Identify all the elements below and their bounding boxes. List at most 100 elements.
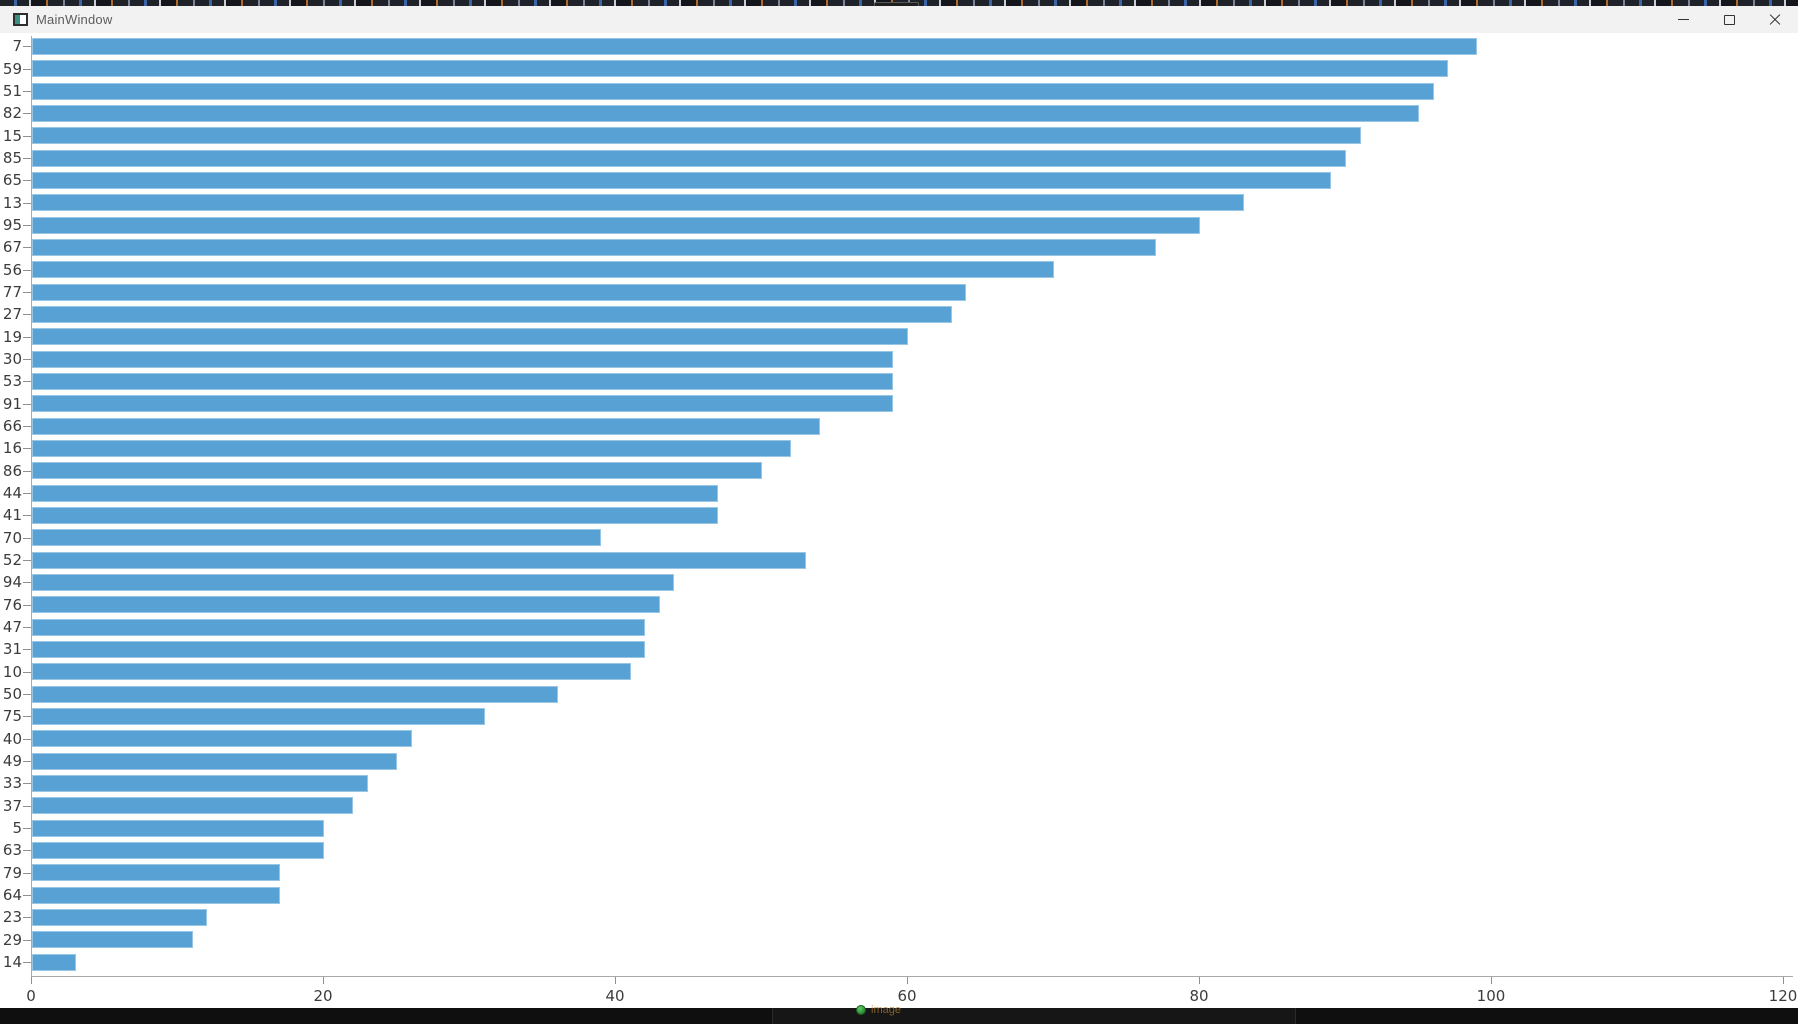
y-tick [23, 381, 31, 383]
minimize-icon [1677, 19, 1689, 20]
bar [32, 395, 894, 413]
x-axis-line [31, 976, 1793, 977]
y-tick [23, 269, 31, 271]
bar [32, 797, 354, 815]
x-tick-label: 120 [1768, 987, 1798, 1005]
y-tick-label: 16 [2, 439, 22, 458]
y-tick [23, 515, 31, 517]
y-tick [23, 761, 31, 762]
y-tick [23, 448, 31, 450]
bar [32, 239, 1157, 256]
y-tick [23, 493, 31, 494]
bar [32, 172, 1332, 189]
bar [32, 60, 1449, 78]
y-tick [23, 895, 31, 896]
bar [32, 328, 908, 346]
bar [32, 149, 1346, 167]
y-tick-label: 64 [2, 886, 22, 904]
bar [32, 194, 1244, 212]
y-tick [23, 850, 31, 852]
y-tick [23, 872, 31, 874]
y-tick-label: 44 [2, 484, 22, 502]
y-tick-label: 19 [2, 327, 22, 346]
bar [32, 507, 719, 524]
titlebar: MainWindow [0, 6, 1798, 33]
y-tick-label: 63 [2, 841, 22, 860]
bar [32, 261, 1054, 279]
y-tick-label: 15 [2, 126, 22, 145]
x-tick [1491, 977, 1492, 984]
y-tick [23, 292, 31, 293]
y-tick-label: 53 [2, 372, 22, 391]
y-tick-label: 33 [2, 774, 22, 793]
bar [32, 373, 894, 390]
window-controls [1660, 6, 1798, 33]
background-window-bottom-sliver [0, 1008, 1798, 1024]
bar [32, 306, 952, 323]
y-tick-label: 82 [2, 104, 22, 123]
y-tick-label: 29 [2, 930, 22, 949]
status-overlay: image [856, 1004, 901, 1016]
y-tick [23, 694, 31, 695]
y-tick-label: 75 [2, 707, 22, 726]
y-tick [23, 671, 31, 673]
y-tick-label: 94 [2, 573, 22, 592]
y-tick-label: 7 [12, 37, 22, 56]
y-tick [23, 917, 31, 919]
x-tick-label: 80 [1189, 987, 1209, 1005]
y-tick [23, 426, 31, 427]
y-tick [23, 560, 31, 561]
bar [32, 909, 208, 926]
bar [32, 127, 1361, 145]
close-icon [1769, 14, 1781, 26]
x-tick [1783, 977, 1784, 984]
y-tick [23, 180, 31, 182]
window-title: MainWindow [36, 12, 113, 27]
y-tick-label: 47 [2, 618, 22, 636]
y-tick [23, 113, 31, 115]
x-tick [615, 977, 616, 984]
y-tick [23, 225, 31, 226]
bar [32, 105, 1419, 122]
y-tick-label: 31 [2, 640, 22, 659]
y-tick-label: 13 [2, 193, 22, 212]
maximize-icon [1723, 14, 1735, 25]
x-tick [1199, 977, 1200, 984]
bar [32, 842, 324, 859]
close-button[interactable] [1752, 6, 1798, 33]
y-tick-label: 56 [2, 260, 22, 279]
y-tick-label: 23 [2, 908, 22, 927]
y-tick [23, 783, 31, 785]
y-tick-label: 5 [12, 819, 22, 837]
bar [32, 283, 967, 301]
x-tick [31, 977, 32, 984]
y-tick-label: 40 [2, 729, 22, 748]
x-tick-label: 0 [26, 987, 36, 1005]
y-tick [23, 359, 31, 360]
y-tick [23, 537, 31, 539]
y-tick-label: 30 [2, 350, 22, 368]
y-tick [23, 68, 31, 70]
bar [32, 574, 675, 591]
status-overlay-label: image [871, 1004, 901, 1016]
y-tick [23, 649, 31, 651]
x-tick-label: 60 [897, 987, 917, 1005]
bar [32, 82, 1434, 100]
y-tick [23, 939, 31, 941]
maximize-button[interactable] [1706, 6, 1752, 33]
y-tick-label: 41 [2, 506, 22, 525]
bar [32, 663, 631, 681]
y-tick [23, 247, 31, 249]
y-tick-label: 65 [2, 171, 22, 190]
y-tick-label: 85 [2, 149, 22, 167]
y-tick-label: 86 [2, 461, 22, 480]
y-tick-label: 79 [2, 863, 22, 882]
bar [32, 641, 646, 658]
y-tick-label: 50 [2, 685, 22, 703]
bar [32, 953, 76, 971]
bar [32, 440, 792, 457]
bar [32, 864, 281, 882]
y-tick [23, 805, 31, 807]
bottom-sliver-segment [772, 1008, 1296, 1024]
minimize-button[interactable] [1660, 6, 1706, 33]
